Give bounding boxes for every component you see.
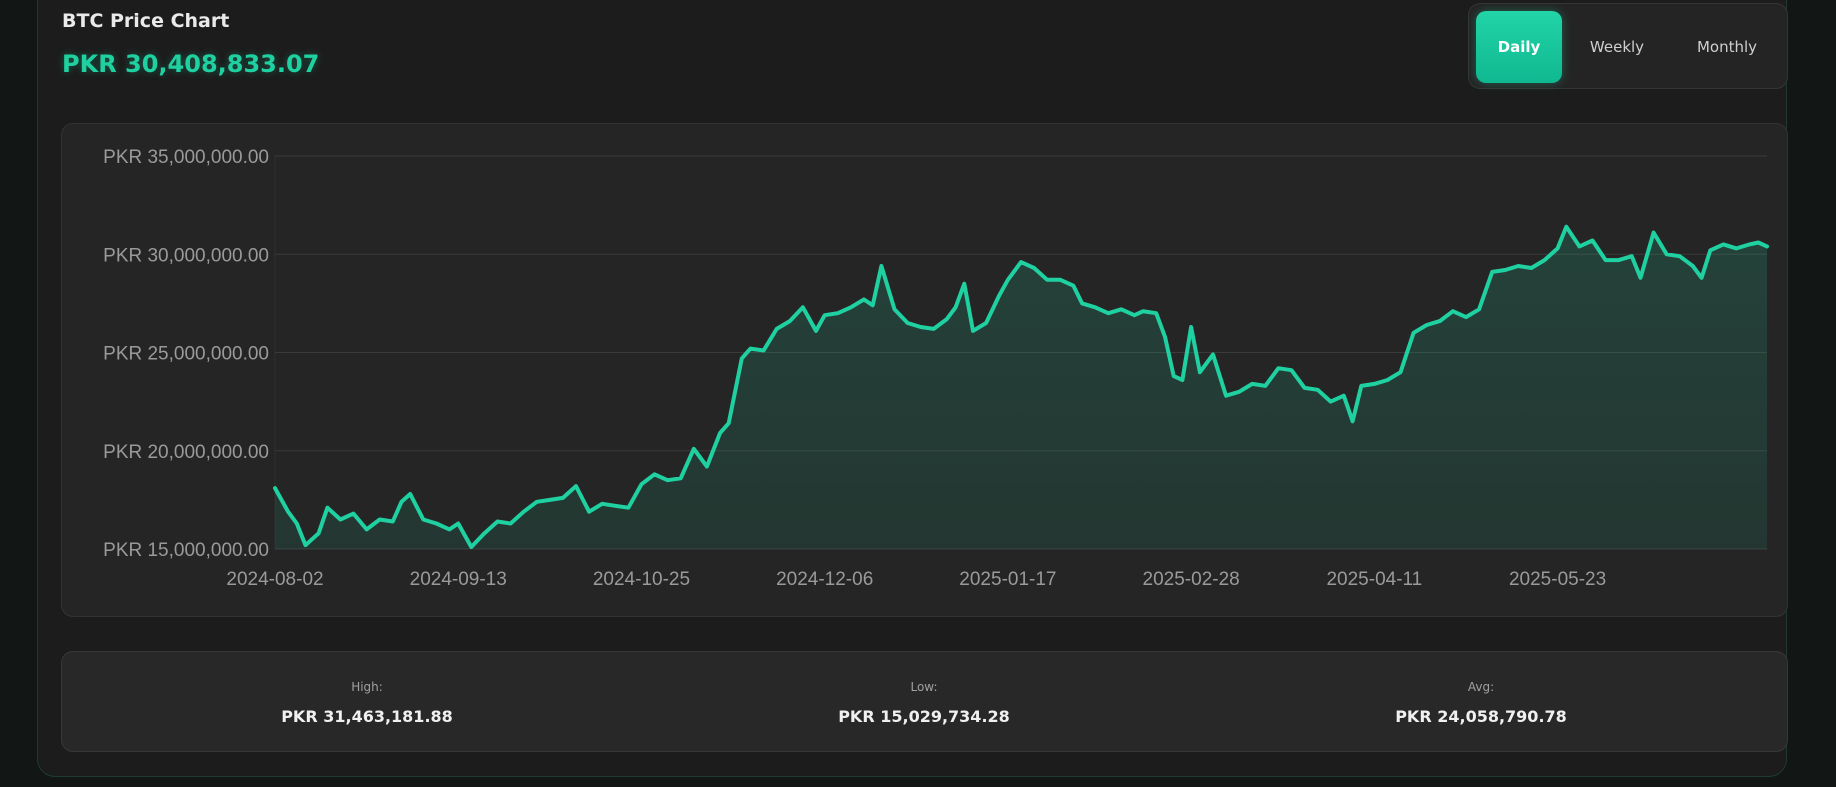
- stat-low-label: Low:: [910, 680, 938, 694]
- chart-title: BTC Price Chart: [62, 10, 230, 32]
- stat-high-label: High:: [351, 680, 383, 694]
- tab-weekly[interactable]: Weekly: [1589, 38, 1645, 56]
- period-tabs: Daily Weekly Monthly: [1468, 3, 1788, 89]
- x-tick-label: 2024-12-06: [776, 569, 873, 590]
- x-tick-label: 2025-01-17: [959, 569, 1056, 590]
- current-price: PKR 30,408,833.07: [62, 50, 320, 78]
- stat-avg-value: PKR 24,058,790.78: [1395, 707, 1567, 726]
- price-chart: PKR 15,000,000.00 PKR 20,000,000.00 PKR 25…: [103, 147, 1769, 590]
- y-tick-label: PKR 15,000,000.00: [103, 540, 269, 561]
- chart-card: PKR 15,000,000.00 PKR 20,000,000.00 PKR 25…: [61, 123, 1788, 617]
- x-tick-label: 2025-04-11: [1326, 569, 1422, 590]
- y-tick-label: PKR 20,000,000.00: [103, 442, 269, 463]
- stat-high-value: PKR 31,463,181.88: [281, 707, 453, 726]
- x-tick-label: 2025-02-28: [1143, 569, 1240, 590]
- stat-low-value: PKR 15,029,734.28: [838, 707, 1010, 726]
- x-tick-label: 2024-10-25: [593, 569, 690, 590]
- x-tick-label: 2025-05-23: [1509, 569, 1606, 590]
- y-tick-label: PKR 30,000,000.00: [103, 245, 269, 266]
- series-area: [275, 226, 1767, 549]
- x-tick-label: 2024-08-02: [226, 569, 323, 590]
- stats-card: High: PKR 31,463,181.88 Low: PKR 15,029,…: [61, 651, 1788, 752]
- stat-avg-label: Avg:: [1467, 680, 1495, 694]
- y-tick-label: PKR 25,000,000.00: [103, 344, 269, 365]
- tab-daily[interactable]: Daily: [1476, 11, 1562, 83]
- y-tick-label: PKR 35,000,000.00: [103, 147, 269, 168]
- tab-monthly[interactable]: Monthly: [1696, 38, 1758, 56]
- x-tick-label: 2024-09-13: [410, 569, 507, 590]
